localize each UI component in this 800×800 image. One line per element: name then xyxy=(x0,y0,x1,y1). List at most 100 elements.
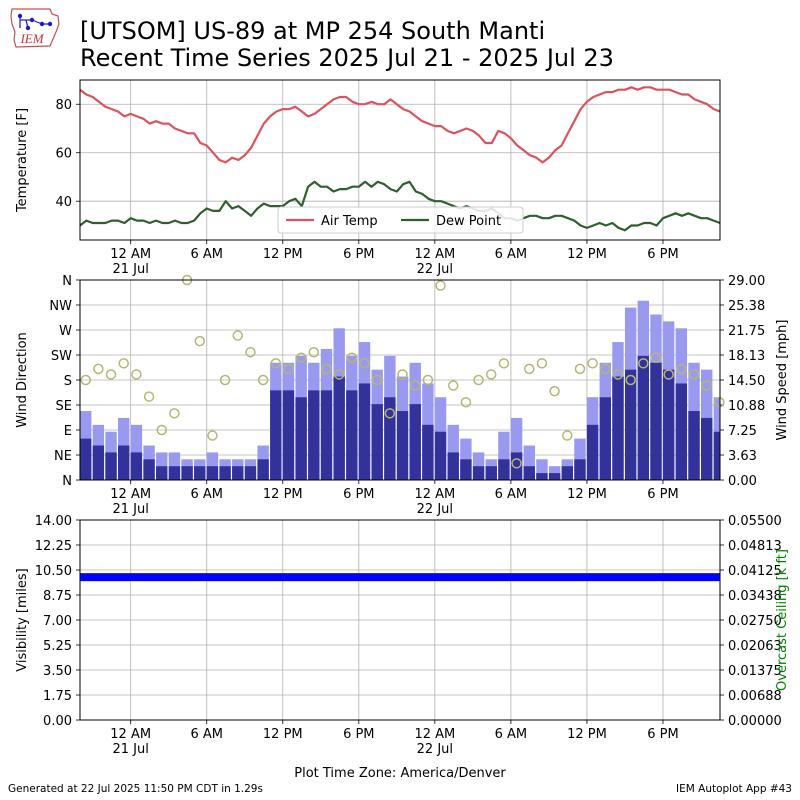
wind-speed-bar xyxy=(156,466,168,480)
wind-speed-bar xyxy=(713,431,720,480)
visibility-tick-label: 1.75 xyxy=(43,689,72,704)
vis-frame xyxy=(79,519,721,721)
wind-speed-bar xyxy=(206,466,219,480)
wind-speed-bar xyxy=(586,424,599,480)
wind-speed-bar xyxy=(194,466,206,480)
wind-speed-tick-label: 18.13 xyxy=(728,349,765,364)
visibility-tick-label: 12.25 xyxy=(35,539,72,554)
wind-frame xyxy=(79,279,721,481)
wind-direction-point xyxy=(321,363,332,375)
wind-direction-point xyxy=(409,380,421,391)
wind-speed-bar xyxy=(92,445,105,480)
wind-direction-point xyxy=(283,363,294,375)
wind-direction-point xyxy=(93,363,104,375)
wind-speed-bar xyxy=(612,376,624,480)
wind-direction-point xyxy=(625,374,636,386)
temp-x-tick-label: 6 PM xyxy=(343,247,374,262)
wind-speed-bar xyxy=(599,397,612,480)
temp-legend xyxy=(277,206,524,234)
wind-speed-axis-label: Wind Speed [mph] xyxy=(775,320,790,441)
wind-speed-bar xyxy=(523,466,535,480)
visibility-axis-label: Visibility [miles] xyxy=(15,568,30,671)
temp-y-tick-label: 60 xyxy=(55,147,72,162)
wind-x-tick-sublabel: 21 Jul xyxy=(113,502,149,517)
visibility-tick-label: 7.00 xyxy=(43,614,72,629)
wind-speed-bar xyxy=(688,411,700,480)
wind-speed-bar xyxy=(675,383,688,480)
temp-x-tick-label: 6 PM xyxy=(647,247,678,262)
wind-direction-point xyxy=(524,363,535,375)
wind-direction-point xyxy=(536,358,548,369)
wind-direction-point xyxy=(270,358,282,369)
wind-direction-point xyxy=(346,352,358,364)
wind-speed-bar xyxy=(80,438,92,480)
wind-speed-bar xyxy=(244,466,257,480)
wind-speed-bar xyxy=(548,473,561,480)
wind-speed-bar xyxy=(118,445,130,480)
wind-direction-point xyxy=(447,380,459,391)
wind-speed-bar xyxy=(232,466,244,480)
app-label: IEM Autoplot App #43 xyxy=(676,783,792,795)
wind-speed-bar xyxy=(485,466,497,480)
wind-speed-bar xyxy=(447,452,459,480)
wind-speed-bar xyxy=(637,355,650,480)
ceiling-tick-label: 0.02750 xyxy=(728,614,782,629)
wind-direction-point xyxy=(600,363,611,375)
wind-speed-bar xyxy=(498,459,510,480)
iem-logo: IEM xyxy=(10,8,60,48)
wind-speed-bar xyxy=(358,383,371,480)
vis-x-tick-sublabel: 22 Jul xyxy=(417,742,453,757)
gust-bar xyxy=(523,445,535,480)
temp-x-tick-label: 12 AM xyxy=(110,247,151,262)
wind-x-tick-label: 6 PM xyxy=(647,487,678,502)
vis-x-tick-label: 6 PM xyxy=(343,727,374,742)
wind-speed-bar xyxy=(371,404,383,480)
wind-direction-point xyxy=(397,369,408,380)
vis-x-tick-label: 12 AM xyxy=(414,727,455,742)
wind-direction-point xyxy=(333,369,345,380)
dew-point-line xyxy=(79,180,721,232)
wind-speed-bar xyxy=(333,376,345,480)
generated-timestamp: Generated at 22 Jul 2025 11:50 PM CDT in… xyxy=(8,783,263,795)
temp-x-tick-sublabel: 21 Jul xyxy=(113,262,149,277)
vis-x-tick-label: 6 AM xyxy=(190,727,223,742)
wind-speed-tick-label: 3.63 xyxy=(728,449,757,464)
wind-direction-tick-label: SW xyxy=(51,349,72,364)
visibility-bar xyxy=(80,573,720,582)
temp-y-axis-label: Temperature [F] xyxy=(15,108,30,213)
wind-speed-bar xyxy=(105,452,117,480)
wind-direction-point xyxy=(574,363,586,375)
wind-speed-bar xyxy=(700,417,713,480)
wind-direction-tick-label: E xyxy=(64,424,72,439)
visibility-tick-label: 8.75 xyxy=(43,589,72,604)
wind-speed-tick-label: 7.25 xyxy=(728,424,757,439)
wind-speed-tick-label: 14.50 xyxy=(728,374,765,389)
wind-speed-bar xyxy=(384,397,396,480)
wind-speed-tick-label: 0.00 xyxy=(728,474,757,489)
visibility-tick-label: 10.50 xyxy=(35,564,72,579)
temp-x-tick-label: 12 PM xyxy=(567,247,607,262)
ceiling-tick-label: 0.02063 xyxy=(728,639,782,654)
wind-direction-point xyxy=(194,335,206,347)
wind-direction-point xyxy=(460,396,472,408)
wind-direction-point xyxy=(701,380,712,391)
wind-direction-point xyxy=(384,408,396,419)
x-axis-label: Plot Time Zone: America/Denver xyxy=(294,766,506,781)
wind-direction-point xyxy=(219,374,231,386)
wind-direction-tick-label: N xyxy=(62,474,72,489)
wind-direction-point xyxy=(650,352,662,364)
wind-direction-point xyxy=(359,358,370,369)
wind-direction-point xyxy=(371,374,383,386)
wind-direction-point xyxy=(105,369,117,380)
wind-speed-bar xyxy=(143,459,155,480)
ceiling-tick-label: 0.01375 xyxy=(728,664,782,679)
wind-direction-point xyxy=(498,358,510,369)
wind-direction-point xyxy=(422,374,434,386)
wind-direction-point xyxy=(207,430,218,441)
wind-x-tick-label: 12 AM xyxy=(110,487,151,502)
wind-direction-point xyxy=(549,385,560,397)
wind-speed-bar xyxy=(308,390,320,480)
wind-direction-point xyxy=(245,346,256,358)
wind-x-tick-label: 6 AM xyxy=(495,487,528,502)
wind-speed-bar xyxy=(624,369,637,480)
